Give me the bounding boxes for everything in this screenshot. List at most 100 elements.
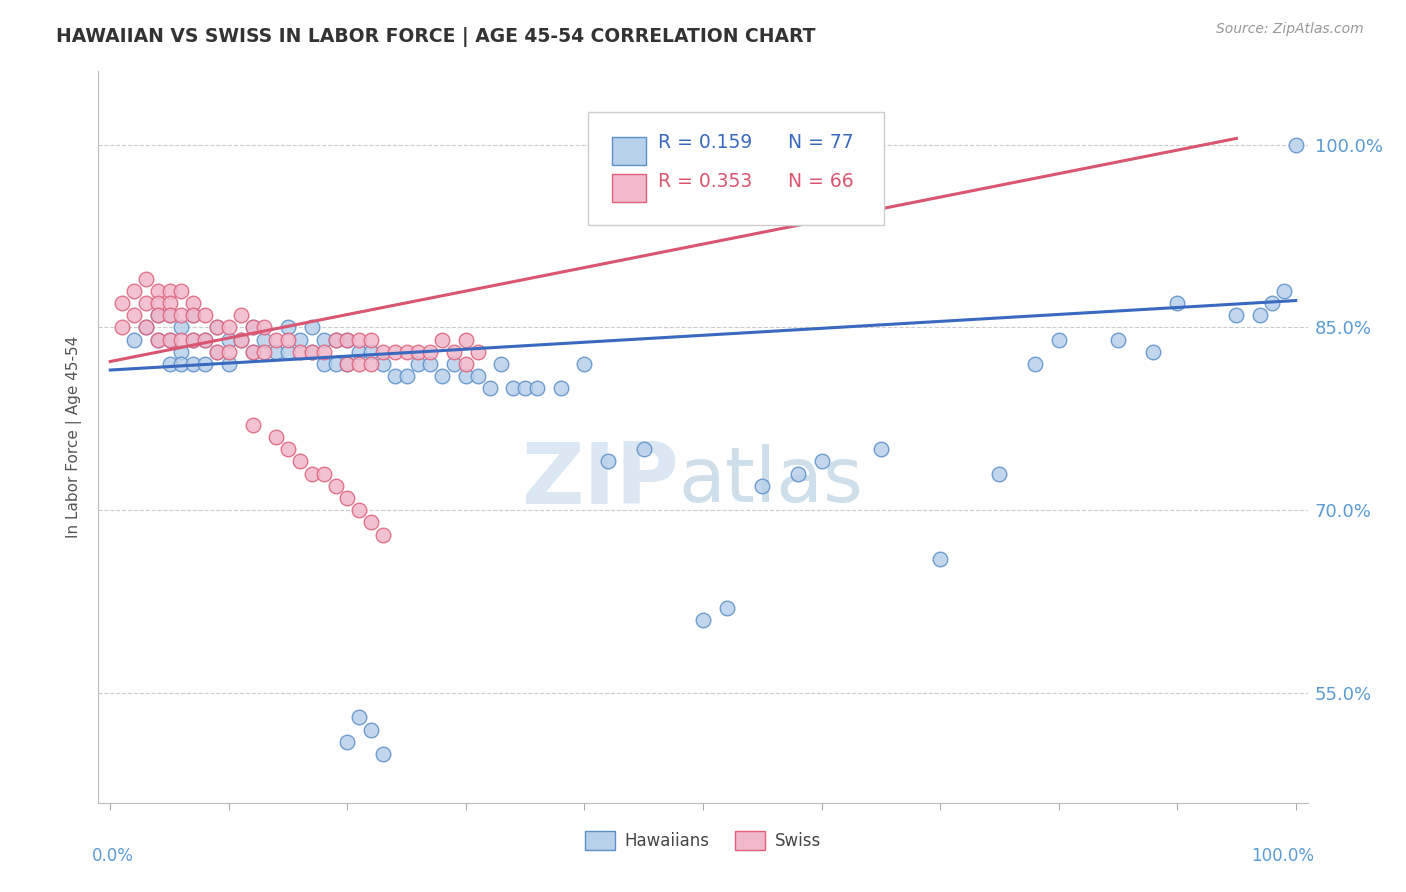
Point xyxy=(205,320,228,334)
Point xyxy=(122,284,145,298)
Point xyxy=(478,381,501,395)
Point xyxy=(408,344,430,359)
Point xyxy=(135,320,157,334)
Point xyxy=(347,344,370,359)
Point xyxy=(395,369,418,384)
Point xyxy=(360,357,382,371)
Point xyxy=(181,308,204,322)
Point xyxy=(1107,333,1129,347)
Point xyxy=(159,333,181,347)
Point xyxy=(146,308,169,322)
Point xyxy=(810,454,832,468)
Point xyxy=(146,308,169,322)
Point xyxy=(633,442,655,457)
Point xyxy=(146,296,169,310)
FancyBboxPatch shape xyxy=(588,112,884,225)
Point xyxy=(122,308,145,322)
Point xyxy=(1024,357,1046,371)
Point xyxy=(205,344,228,359)
Point xyxy=(146,333,169,347)
Point xyxy=(181,308,204,322)
Point xyxy=(146,333,169,347)
Point xyxy=(360,723,382,737)
Point xyxy=(692,613,714,627)
Point xyxy=(716,600,738,615)
Point xyxy=(159,308,181,322)
Point xyxy=(194,333,217,347)
Point xyxy=(336,333,359,347)
Point xyxy=(122,333,145,347)
Point xyxy=(347,333,370,347)
Point xyxy=(408,357,430,371)
Point xyxy=(253,333,276,347)
Text: N = 66: N = 66 xyxy=(787,171,853,191)
Point xyxy=(312,344,335,359)
Point xyxy=(325,333,347,347)
Text: HAWAIIAN VS SWISS IN LABOR FORCE | AGE 45-54 CORRELATION CHART: HAWAIIAN VS SWISS IN LABOR FORCE | AGE 4… xyxy=(56,27,815,46)
Point xyxy=(159,357,181,371)
Point xyxy=(360,333,382,347)
Point xyxy=(1142,344,1164,359)
Point xyxy=(325,357,347,371)
FancyBboxPatch shape xyxy=(613,137,647,165)
Point xyxy=(1225,308,1247,322)
Point xyxy=(170,320,193,334)
Point xyxy=(146,284,169,298)
Point xyxy=(454,333,477,347)
Point xyxy=(159,296,181,310)
Point xyxy=(253,320,276,334)
Point xyxy=(111,296,134,310)
Point xyxy=(336,357,359,371)
Point xyxy=(598,454,620,468)
Point xyxy=(301,467,323,481)
Point xyxy=(264,333,287,347)
Point xyxy=(242,320,264,334)
Point xyxy=(218,333,240,347)
Point xyxy=(277,442,299,457)
Point xyxy=(181,296,204,310)
Point xyxy=(454,369,477,384)
Point xyxy=(135,271,157,285)
Point xyxy=(371,344,394,359)
Point xyxy=(988,467,1011,481)
Point xyxy=(395,344,418,359)
Point xyxy=(194,357,217,371)
Point xyxy=(181,357,204,371)
Point xyxy=(336,735,359,749)
Point xyxy=(181,333,204,347)
Point xyxy=(336,333,359,347)
Point xyxy=(419,357,441,371)
Point xyxy=(419,344,441,359)
Point xyxy=(170,308,193,322)
Point xyxy=(384,369,406,384)
Point xyxy=(288,454,311,468)
Text: N = 77: N = 77 xyxy=(787,133,853,152)
Point xyxy=(229,308,252,322)
Point xyxy=(360,344,382,359)
Point xyxy=(181,333,204,347)
Point xyxy=(467,369,489,384)
Point xyxy=(229,333,252,347)
Point xyxy=(1249,308,1271,322)
Legend: Hawaiians, Swiss: Hawaiians, Swiss xyxy=(578,824,828,856)
Text: atlas: atlas xyxy=(679,444,863,518)
Point xyxy=(786,467,808,481)
Point xyxy=(1272,284,1295,298)
Text: 0.0%: 0.0% xyxy=(93,847,134,864)
Point xyxy=(491,357,513,371)
Point xyxy=(159,308,181,322)
Point xyxy=(242,344,264,359)
Point xyxy=(347,357,370,371)
Point xyxy=(194,333,217,347)
Point xyxy=(432,333,454,347)
Point xyxy=(170,357,193,371)
Point xyxy=(1047,333,1070,347)
FancyBboxPatch shape xyxy=(613,174,647,202)
Point xyxy=(159,333,181,347)
Point xyxy=(336,357,359,371)
Point xyxy=(264,430,287,444)
Point xyxy=(371,527,394,541)
Point xyxy=(277,333,299,347)
Point xyxy=(170,284,193,298)
Point xyxy=(159,284,181,298)
